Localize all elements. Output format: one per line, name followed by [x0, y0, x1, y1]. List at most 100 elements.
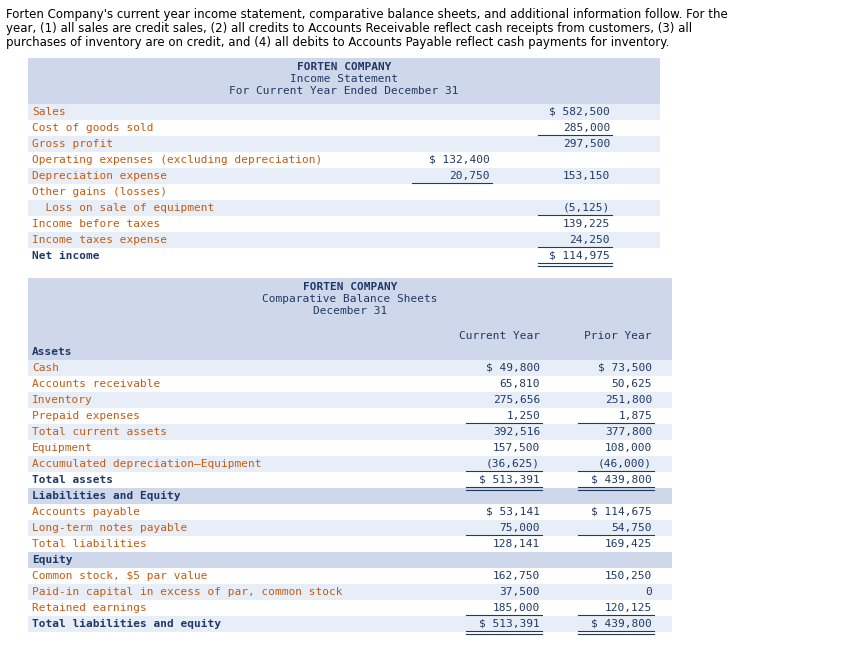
- Text: FORTEN COMPANY: FORTEN COMPANY: [302, 282, 397, 292]
- Text: Total liabilities and equity: Total liabilities and equity: [32, 619, 221, 629]
- Text: purchases of inventory are on credit, and (4) all debits to Accounts Payable ref: purchases of inventory are on credit, an…: [6, 36, 669, 49]
- Text: $ 114,975: $ 114,975: [549, 251, 609, 261]
- Bar: [28, 328, 671, 344]
- Bar: [28, 568, 671, 584]
- Bar: [28, 278, 671, 328]
- Text: Comparative Balance Sheets: Comparative Balance Sheets: [262, 294, 437, 304]
- Bar: [28, 232, 659, 248]
- Text: Total current assets: Total current assets: [32, 427, 167, 437]
- Text: 297,500: 297,500: [562, 139, 609, 149]
- Text: 153,150: 153,150: [562, 171, 609, 181]
- Text: Accounts receivable: Accounts receivable: [32, 379, 160, 389]
- Text: Current Year: Current Year: [458, 331, 539, 341]
- Bar: [28, 600, 671, 616]
- Bar: [28, 488, 671, 504]
- Text: Long-term notes payable: Long-term notes payable: [32, 523, 187, 533]
- Text: 75,000: 75,000: [499, 523, 539, 533]
- Text: 65,810: 65,810: [499, 379, 539, 389]
- Text: For Current Year Ended December 31: For Current Year Ended December 31: [229, 86, 458, 96]
- Text: Retained earnings: Retained earnings: [32, 603, 147, 613]
- Bar: [28, 248, 659, 264]
- Bar: [28, 58, 659, 104]
- Text: 1,875: 1,875: [618, 411, 651, 421]
- Bar: [28, 520, 671, 536]
- Text: $ 49,800: $ 49,800: [486, 363, 539, 373]
- Text: Paid-in capital in excess of par, common stock: Paid-in capital in excess of par, common…: [32, 587, 343, 597]
- Text: $ 513,391: $ 513,391: [479, 619, 539, 629]
- Text: Assets: Assets: [32, 347, 72, 357]
- Bar: [28, 344, 671, 360]
- Text: Depreciation expense: Depreciation expense: [32, 171, 167, 181]
- Text: $ 439,800: $ 439,800: [590, 475, 651, 485]
- Text: 392,516: 392,516: [492, 427, 539, 437]
- Text: Other gains (losses): Other gains (losses): [32, 187, 167, 197]
- Text: 1,250: 1,250: [505, 411, 539, 421]
- Text: (46,000): (46,000): [597, 459, 651, 469]
- Bar: [28, 616, 671, 632]
- Text: 120,125: 120,125: [604, 603, 651, 613]
- Bar: [28, 104, 659, 120]
- Bar: [28, 456, 671, 472]
- Text: Inventory: Inventory: [32, 395, 93, 405]
- Text: $ 132,400: $ 132,400: [429, 155, 489, 165]
- Text: Prepaid expenses: Prepaid expenses: [32, 411, 140, 421]
- Bar: [28, 184, 659, 200]
- Bar: [28, 360, 671, 376]
- Text: (5,125): (5,125): [562, 203, 609, 213]
- Text: 285,000: 285,000: [562, 123, 609, 133]
- Text: Accumulated depreciation–Equipment: Accumulated depreciation–Equipment: [32, 459, 262, 469]
- Text: 54,750: 54,750: [611, 523, 651, 533]
- Text: Total assets: Total assets: [32, 475, 112, 485]
- Text: year, (1) all sales are credit sales, (2) all credits to Accounts Receivable ref: year, (1) all sales are credit sales, (2…: [6, 22, 691, 35]
- Text: 20,750: 20,750: [449, 171, 489, 181]
- Text: FORTEN COMPANY: FORTEN COMPANY: [296, 62, 391, 72]
- Text: 251,800: 251,800: [604, 395, 651, 405]
- Bar: [28, 472, 671, 488]
- Text: Operating expenses (excluding depreciation): Operating expenses (excluding depreciati…: [32, 155, 322, 165]
- Text: (36,625): (36,625): [486, 459, 539, 469]
- Text: Equity: Equity: [32, 555, 72, 565]
- Text: $ 582,500: $ 582,500: [549, 107, 609, 117]
- Text: Sales: Sales: [32, 107, 66, 117]
- Text: 139,225: 139,225: [562, 219, 609, 229]
- Text: $ 439,800: $ 439,800: [590, 619, 651, 629]
- Bar: [28, 136, 659, 152]
- Bar: [28, 376, 671, 392]
- Text: December 31: December 31: [313, 306, 387, 316]
- Text: 50,625: 50,625: [611, 379, 651, 389]
- Text: Income before taxes: Income before taxes: [32, 219, 160, 229]
- Text: Gross profit: Gross profit: [32, 139, 112, 149]
- Text: Common stock, $5 par value: Common stock, $5 par value: [32, 571, 207, 581]
- Text: $ 73,500: $ 73,500: [597, 363, 651, 373]
- Bar: [28, 552, 671, 568]
- Bar: [28, 168, 659, 184]
- Bar: [28, 408, 671, 424]
- Text: 128,141: 128,141: [492, 539, 539, 549]
- Text: Cash: Cash: [32, 363, 59, 373]
- Text: Prior Year: Prior Year: [584, 331, 651, 341]
- Bar: [28, 440, 671, 456]
- Text: Total liabilities: Total liabilities: [32, 539, 147, 549]
- Text: 37,500: 37,500: [499, 587, 539, 597]
- Bar: [28, 392, 671, 408]
- Bar: [28, 424, 671, 440]
- Text: Net income: Net income: [32, 251, 100, 261]
- Text: $ 114,675: $ 114,675: [590, 507, 651, 517]
- Text: Equipment: Equipment: [32, 443, 93, 453]
- Text: 150,250: 150,250: [604, 571, 651, 581]
- Text: Accounts payable: Accounts payable: [32, 507, 140, 517]
- Text: 275,656: 275,656: [492, 395, 539, 405]
- Bar: [28, 504, 671, 520]
- Text: 157,500: 157,500: [492, 443, 539, 453]
- Text: 377,800: 377,800: [604, 427, 651, 437]
- Text: Loss on sale of equipment: Loss on sale of equipment: [32, 203, 214, 213]
- Text: 185,000: 185,000: [492, 603, 539, 613]
- Text: $ 513,391: $ 513,391: [479, 475, 539, 485]
- Text: 169,425: 169,425: [604, 539, 651, 549]
- Text: Cost of goods sold: Cost of goods sold: [32, 123, 153, 133]
- Bar: [28, 216, 659, 232]
- Text: Income taxes expense: Income taxes expense: [32, 235, 167, 245]
- Text: 108,000: 108,000: [604, 443, 651, 453]
- Bar: [28, 120, 659, 136]
- Text: 24,250: 24,250: [569, 235, 609, 245]
